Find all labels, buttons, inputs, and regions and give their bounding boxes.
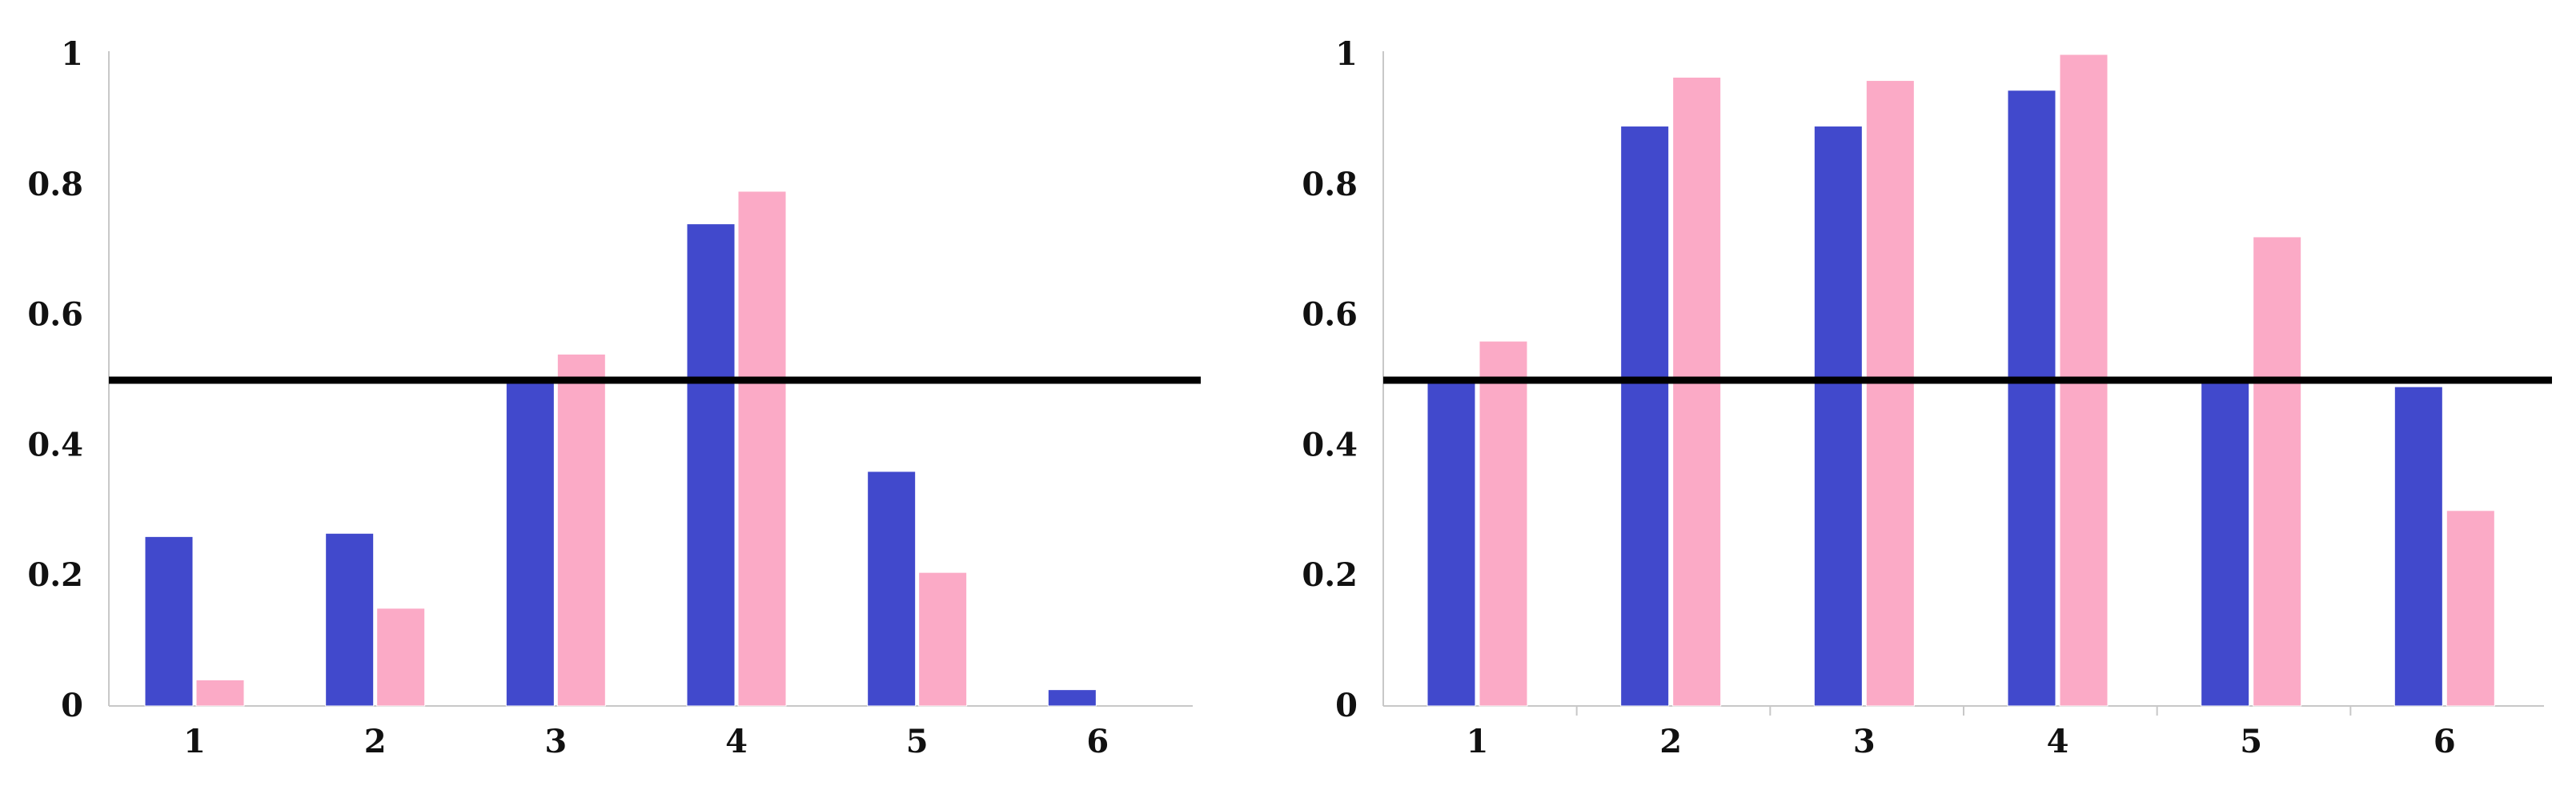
bar-series-2-cat-3: [1865, 80, 1915, 707]
bar-series-2-cat-1: [195, 679, 245, 707]
x-tick-label: 5: [906, 723, 929, 760]
y-tick-label: 0.2: [27, 556, 83, 594]
bar-series-2-cat-2: [1672, 76, 1722, 707]
y-tick-label: 0.8: [1302, 166, 1358, 203]
bar-series-1-cat-3: [505, 379, 555, 707]
bar-series-1-cat-4: [686, 223, 736, 707]
bar-series-1-cat-5: [867, 471, 917, 707]
y-tick-label: 1: [61, 35, 83, 73]
bar-series-1-cat-6: [1047, 689, 1097, 707]
y-tick-label: 0.8: [27, 166, 83, 203]
bar-series-1-cat-2: [1620, 126, 1670, 707]
x-tick-label: 2: [364, 723, 387, 760]
y-tick-label: 0.6: [1302, 296, 1358, 334]
bar-series-2-cat-1: [1479, 340, 1528, 707]
y-tick-label: 0: [61, 687, 83, 724]
bar-series-1-cat-4: [2007, 90, 2056, 707]
chart-panel-2: 0 0.2 0.4 0.6 0.8 1 1 2 3 4 5 6: [1302, 35, 2552, 760]
bar-series-2-cat-2: [376, 608, 426, 707]
y-tick-label: 0.4: [1302, 426, 1358, 463]
bar-series-2-cat-5: [918, 571, 968, 707]
y-tick-label: 0.4: [27, 426, 83, 463]
bar-series-1-cat-2: [325, 532, 375, 707]
bar-series-1-cat-5: [2201, 379, 2250, 707]
x-tick-label: 4: [2047, 723, 2069, 760]
bar-series-1-cat-1: [144, 535, 194, 707]
x-tick-label: 5: [2240, 723, 2262, 760]
x-tick-label: 1: [183, 723, 206, 760]
x-tick-label: 1: [1467, 723, 1489, 760]
y-tick-label: 0: [1335, 687, 1358, 724]
bar-series-2-cat-3: [556, 353, 606, 707]
chart-panel-1: 0 0.2 0.4 0.6 0.8 1 1 2 3 4 5 6: [27, 35, 1201, 760]
bar-series-2-cat-4: [737, 190, 787, 707]
bar-series-2-cat-6: [2446, 510, 2495, 707]
x-tick-label: 6: [1086, 723, 1109, 760]
y-tick-label: 0.2: [1302, 556, 1358, 594]
bar-series-1-cat-1: [1426, 379, 1476, 707]
y-tick-label: 0.6: [27, 296, 83, 334]
x-tick-label: 3: [544, 723, 567, 760]
x-tick-label: 4: [725, 723, 748, 760]
x-tick-label: 6: [2434, 723, 2456, 760]
bar-series-1-cat-3: [1813, 126, 1863, 707]
bar-series-2-cat-5: [2253, 236, 2302, 707]
bar-series-1-cat-6: [2393, 386, 2443, 707]
x-tick-label: 3: [1853, 723, 1876, 760]
y-tick-label: 1: [1335, 35, 1358, 73]
x-tick-label: 2: [1659, 723, 1682, 760]
